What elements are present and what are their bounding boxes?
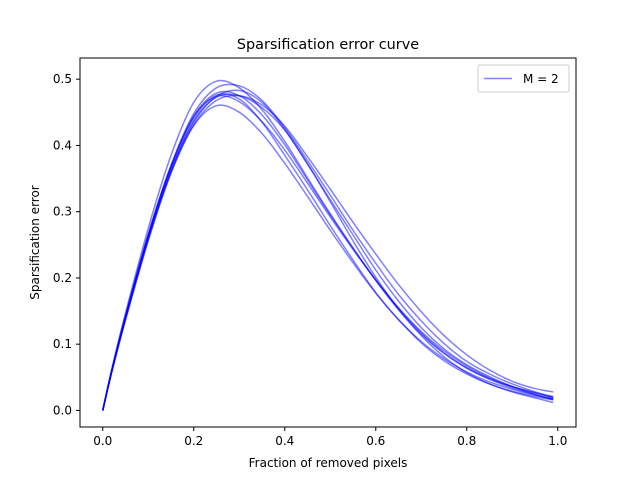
legend-box [477, 64, 570, 93]
series-line-9 [102, 94, 554, 411]
y-tick-label: 0.4 [53, 138, 72, 152]
x-tick-label: 0.8 [457, 434, 476, 448]
y-axis-ticks: 0.0 0.1 0.2 0.3 0.4 0.5 [53, 72, 80, 417]
series-line-8 [102, 93, 554, 411]
y-axis-label: Sparsification error [28, 185, 42, 300]
y-tick-label: 0.5 [53, 72, 72, 86]
x-tick-label: 0.2 [184, 434, 203, 448]
x-tick-label: 1.0 [548, 434, 567, 448]
x-tick-label: 0.4 [275, 434, 294, 448]
y-tick-label: 0.2 [53, 271, 72, 285]
x-tick-label: 0.6 [366, 434, 385, 448]
y-tick-label: 0.1 [53, 337, 72, 351]
x-tick-label: 0.0 [93, 434, 112, 448]
legend: M = 2 [477, 64, 570, 93]
x-axis-ticks: 0.0 0.2 0.4 0.6 0.8 1.0 [93, 427, 567, 448]
chart-title: Sparsification error curve [237, 37, 419, 53]
y-tick-label: 0.0 [53, 403, 72, 417]
x-axis-label: Fraction of removed pixels [249, 456, 408, 470]
series-lines [102, 79, 554, 411]
y-tick-label: 0.3 [53, 205, 72, 219]
plot-frame [79, 57, 577, 428]
legend-label: M = 2 [523, 72, 559, 86]
